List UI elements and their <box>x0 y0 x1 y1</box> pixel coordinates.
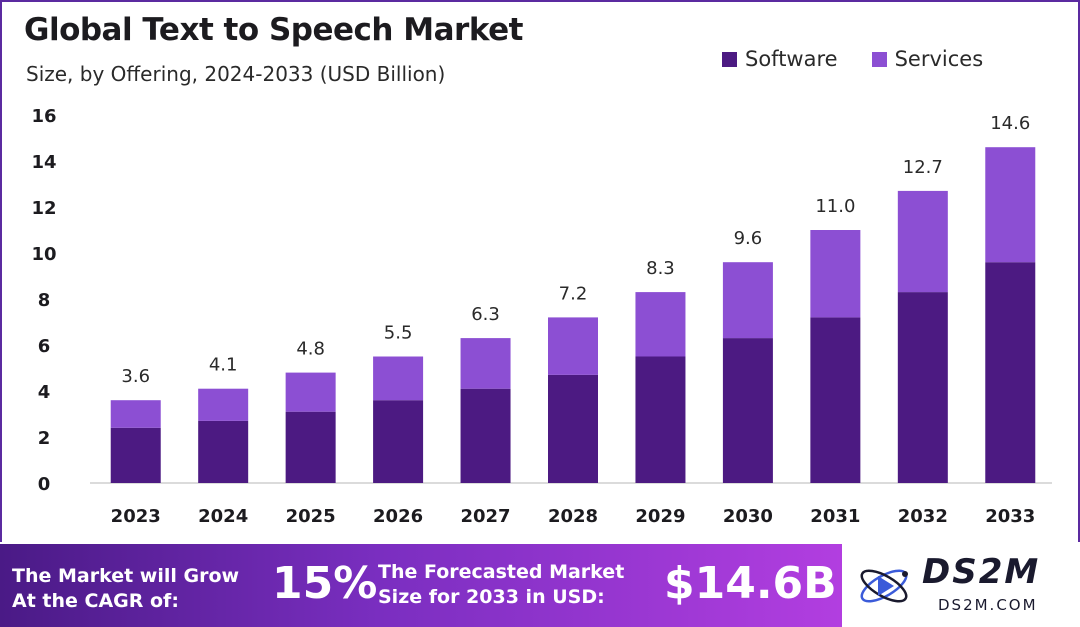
data-label-2025: 4.8 <box>296 339 325 360</box>
bar-services-2024 <box>198 388 249 421</box>
logo-wordmark: DS2M <box>922 552 1041 592</box>
x-tick-label-2025: 2025 <box>286 506 336 527</box>
x-tick-label-2023: 2023 <box>111 506 161 527</box>
data-label-2033: 14.6 <box>990 113 1030 134</box>
chart-title: Global Text to Speech Market <box>24 12 523 48</box>
legend-label-software: Software <box>745 47 838 71</box>
y-tick-label: 12 <box>31 198 56 219</box>
stacked-bar-chart: 0 2 4 6 8 10 12 14 16 3.6 2023 4.1 2024 4.8 2025 5.5 202… <box>31 106 1052 527</box>
y-tick-label: 0 <box>38 474 51 495</box>
bar-services-2026 <box>373 356 424 401</box>
summary-banner: The Market will Grow At the CAGR of: 15%… <box>0 544 842 627</box>
atom-play-icon <box>860 569 908 603</box>
bar-services-2031 <box>810 230 861 318</box>
x-tick-label-2029: 2029 <box>635 506 685 527</box>
y-tick-label: 16 <box>31 106 56 127</box>
bar-software-2030 <box>722 338 773 483</box>
chart-subtitle: Size, by Offering, 2024-2033 (USD Billio… <box>26 62 446 86</box>
bar-services-2027 <box>460 338 511 389</box>
y-tick-label: 6 <box>38 336 51 357</box>
legend-item-software: Software <box>722 47 838 71</box>
data-label-2024: 4.1 <box>209 355 238 376</box>
x-tick-label-2028: 2028 <box>548 506 598 527</box>
bar-software-2031 <box>810 317 861 483</box>
bar-software-2027 <box>460 388 511 483</box>
bar-software-2032 <box>897 292 948 483</box>
x-tick-label-2032: 2032 <box>898 506 948 527</box>
legend-item-services: Services <box>871 47 984 71</box>
brand-logo: DS2M DS2M.COM <box>842 544 1080 627</box>
y-tick-label: 4 <box>38 382 51 403</box>
x-tick-label-2031: 2031 <box>810 506 860 527</box>
chart-legend: Software Services <box>722 47 983 71</box>
data-label-2032: 12.7 <box>903 157 943 178</box>
bar-software-2025 <box>285 411 336 483</box>
bar-services-2033 <box>985 147 1036 263</box>
x-tick-label-2030: 2030 <box>723 506 773 527</box>
logo-url: DS2M.COM <box>938 596 1038 614</box>
data-label-2029: 8.3 <box>646 258 675 279</box>
x-tick-label-2027: 2027 <box>460 506 510 527</box>
legend-swatch-software <box>722 51 737 67</box>
bar-services-2023 <box>110 400 161 428</box>
data-label-2026: 5.5 <box>384 323 413 344</box>
bar-software-2028 <box>548 374 598 483</box>
legend-label-services: Services <box>894 47 984 71</box>
bar-services-2029 <box>635 292 686 357</box>
data-label-2023: 3.6 <box>121 366 150 387</box>
bar-services-2028 <box>548 317 598 375</box>
legend-swatch-services <box>871 51 887 67</box>
y-tick-label: 2 <box>38 428 51 449</box>
forecast-text: The Forecasted Market Size for 2033 in U… <box>378 561 625 608</box>
bar-software-2023 <box>110 427 161 483</box>
y-tick-label: 14 <box>31 152 56 173</box>
y-tick-label: 8 <box>38 290 51 311</box>
x-tick-label-2024: 2024 <box>198 506 248 527</box>
bar-software-2026 <box>373 400 424 483</box>
x-tick-label-2033: 2033 <box>985 506 1035 527</box>
data-label-2028: 7.2 <box>559 283 588 304</box>
y-tick-label: 10 <box>31 244 56 265</box>
data-label-2027: 6.3 <box>471 304 500 325</box>
cagr-value: 15% <box>272 558 378 609</box>
x-tick-label-2026: 2026 <box>373 506 423 527</box>
bar-software-2024 <box>198 420 249 483</box>
bar-software-2029 <box>635 356 686 483</box>
data-label-2030: 9.6 <box>734 228 763 249</box>
bar-services-2032 <box>897 190 948 293</box>
forecast-value: $14.6B <box>664 558 837 609</box>
bar-services-2025 <box>285 372 336 412</box>
data-label-2031: 11.0 <box>815 196 855 217</box>
bar-services-2030 <box>722 262 773 339</box>
cagr-text: The Market will Grow At the CAGR of: <box>12 565 240 612</box>
bar-software-2033 <box>985 262 1036 483</box>
